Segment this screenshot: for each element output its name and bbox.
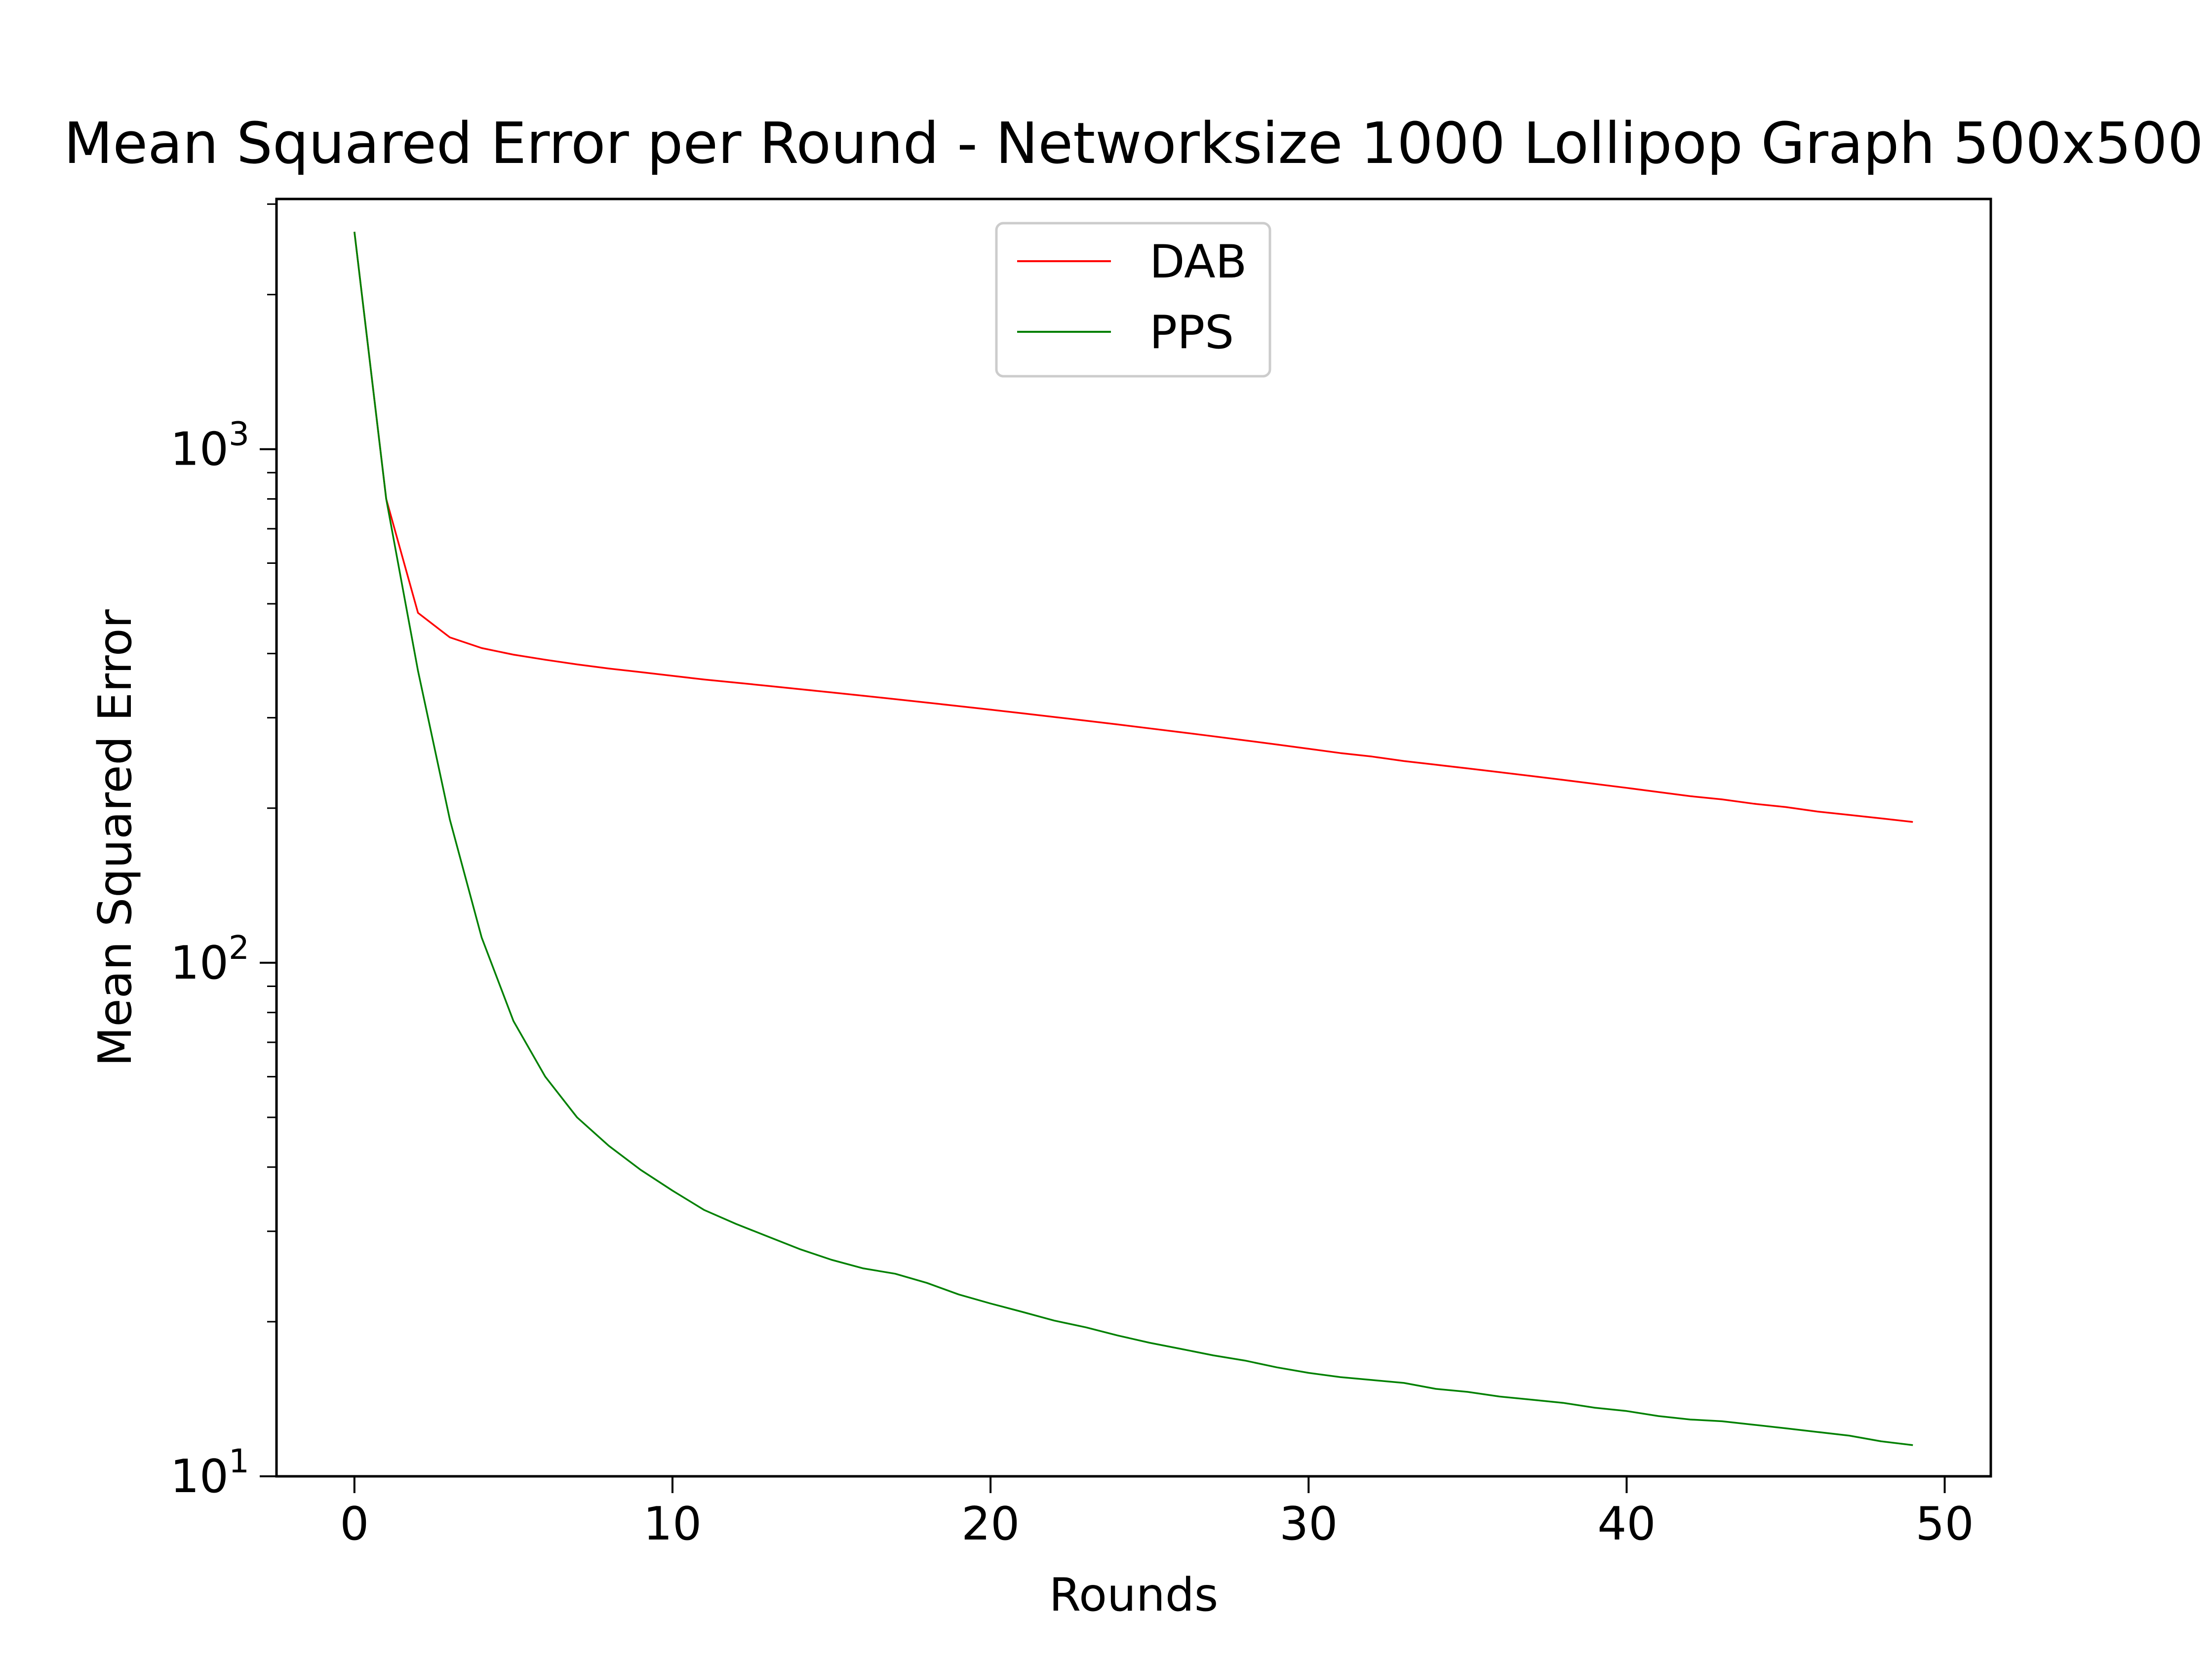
plot-area xyxy=(275,198,1992,1478)
x-tick-label: 20 xyxy=(961,1497,1020,1550)
legend-dab-label: DAB xyxy=(1149,235,1247,288)
y-axis: 101 102 103 xyxy=(170,203,276,1503)
x-tick-label: 50 xyxy=(1915,1497,1974,1550)
legend-pps-label: PPS xyxy=(1149,306,1234,359)
x-tick-label: 40 xyxy=(1597,1497,1656,1550)
y-tick-label: 102 xyxy=(170,929,249,989)
x-tick-label: 0 xyxy=(340,1497,369,1550)
y-tick-label: 103 xyxy=(170,415,249,476)
y-axis-label: Mean Squared Error xyxy=(88,609,142,1066)
chart-title: Mean Squared Error per Round - Networksi… xyxy=(64,111,2204,177)
plot-frame xyxy=(275,198,1992,1478)
x-tick-label: 10 xyxy=(643,1497,702,1550)
y-tick-label: 101 xyxy=(170,1442,249,1503)
legend: DAB PPS xyxy=(995,222,1271,378)
plot-background xyxy=(276,199,1991,1476)
x-axis: 0 10 20 30 40 50 xyxy=(340,1476,1974,1550)
series-line-dab xyxy=(354,232,1913,823)
series-line-pps xyxy=(354,232,1913,1446)
x-axis-label: Rounds xyxy=(1049,1568,1219,1621)
x-tick-label: 30 xyxy=(1279,1497,1338,1550)
